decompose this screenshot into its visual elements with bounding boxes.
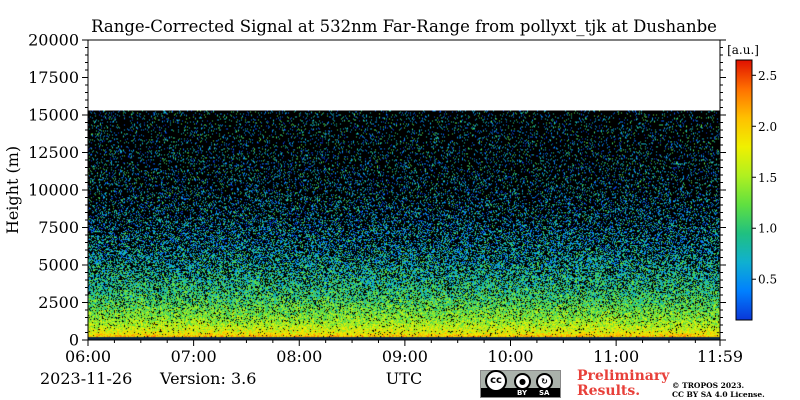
y-tick-label: 2500: [38, 293, 79, 312]
colorbar-tick-label: 0.5: [758, 273, 777, 287]
date-text: 2023-11-26: [40, 369, 133, 388]
colorbar-fill: [735, 59, 753, 321]
plot-area: [87, 39, 721, 341]
colorbar-label: [a.u.]: [727, 43, 759, 57]
chart-title: Range-Corrected Signal at 532nm Far-Rang…: [91, 17, 717, 36]
colorbar-tick-label: 1.5: [758, 171, 777, 185]
x-tick-label: 07:00: [171, 347, 217, 366]
cc-icon: cc: [485, 370, 507, 392]
heatmap-image: [88, 110, 720, 340]
cc-license-badge[interactable]: cc ● ↻ BY SA: [480, 370, 561, 398]
colorbar-tick-label: 1.0: [758, 222, 777, 236]
y-tick-label: 12500: [28, 143, 79, 162]
copyright-notice: © TROPOS 2023. CC BY SA 4.0 License.: [672, 381, 765, 399]
license-by-label: BY: [517, 389, 528, 397]
y-tick-label: 0: [69, 331, 79, 350]
y-axis-label: Height (m): [3, 146, 22, 234]
x-tick-label: 10:00: [487, 347, 533, 366]
sa-share-alike-icon: ↻: [536, 373, 553, 390]
x-axis: 06:00 07:00 08:00 09:00 10:00 11:00 11:59: [65, 340, 743, 366]
by-person-icon: ●: [514, 373, 531, 390]
x-tick-label: 11:00: [593, 347, 639, 366]
y-tick-label: 10000: [28, 181, 79, 200]
x-tick-label: 08:00: [276, 347, 322, 366]
x-axis-label: UTC: [386, 369, 422, 388]
colorbar-tick-label: 2.0: [758, 120, 777, 134]
version-text: Version: 3.6: [160, 369, 257, 388]
preliminary-line2: Results.: [577, 383, 641, 399]
y-tick-label: 7500: [38, 218, 79, 237]
copyright-line1: © TROPOS 2023.: [672, 381, 745, 390]
y-axis: 0 2500 5000 7500 10000 12500 15000 17500 20000: [28, 31, 726, 350]
colorbar: [a.u.] 0.5 1.0 1.5 2.0 2.5: [727, 43, 777, 321]
preliminary-line1: Preliminary: [577, 368, 670, 384]
preliminary-notice: Preliminary Results.: [577, 369, 669, 399]
colorbar-tick-label: 2.5: [758, 69, 777, 83]
license-sa-label: SA: [539, 389, 550, 397]
colorbar-ticks: 0.5 1.0 1.5 2.0 2.5: [752, 69, 777, 287]
x-tick-label: 06:00: [65, 347, 111, 366]
y-tick-label: 5000: [38, 256, 79, 275]
x-tick-label: 09:00: [382, 347, 428, 366]
y-tick-label: 15000: [28, 106, 79, 125]
y-tick-label: 17500: [28, 68, 79, 87]
y-tick-label: 20000: [28, 31, 79, 50]
copyright-line2: CC BY SA 4.0 License.: [672, 390, 765, 399]
x-tick-label: 11:59: [697, 347, 743, 366]
